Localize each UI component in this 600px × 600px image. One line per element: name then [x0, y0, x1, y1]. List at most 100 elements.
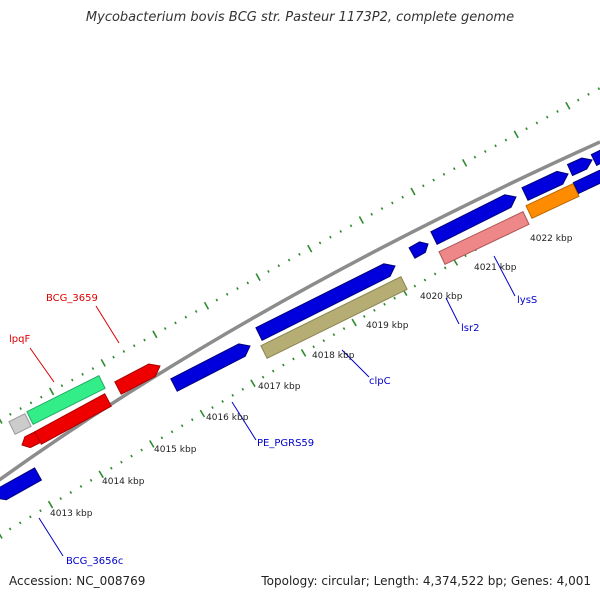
outer-ruler-minor-tick — [40, 395, 43, 399]
outer-ruler-major-tick — [513, 130, 519, 139]
gene-blue-pe-pgrs59 — [170, 343, 251, 392]
outer-ruler-major-tick — [0, 418, 3, 424]
gene-red-bcg3659 — [114, 363, 161, 395]
inner-ruler-minor-tick — [39, 509, 42, 513]
inner-ruler-minor-tick — [362, 315, 366, 318]
outer-ruler-minor-tick — [225, 292, 229, 296]
gene-label-clpc: clpC — [369, 376, 391, 387]
inner-ruler-minor-tick — [79, 484, 83, 488]
inner-ruler-minor-tick — [433, 272, 437, 276]
scale-tick-label: 4019 kbp — [366, 321, 409, 331]
gene-olive-clpC — [260, 276, 408, 359]
gene-label-lyss: lysS — [517, 295, 537, 306]
outer-ruler-minor-tick — [184, 315, 188, 319]
scale-tick-label: 4022 kbp — [530, 234, 573, 244]
inner-ruler-minor-tick — [322, 339, 326, 343]
gene-lpqF-green — [26, 375, 106, 425]
gene-blue-lsr2 — [408, 241, 429, 259]
outer-ruler-minor-tick — [29, 401, 33, 405]
outer-ruler-minor-tick — [194, 310, 198, 313]
outer-ruler-major-tick — [100, 358, 106, 367]
outer-ruler-minor-tick — [401, 195, 404, 199]
outer-ruler-minor-tick — [277, 264, 281, 268]
inner-ruler-major-tick — [351, 318, 357, 327]
outer-ruler-minor-tick — [504, 138, 508, 142]
leader-line — [38, 517, 64, 557]
outer-ruler-major-tick — [152, 330, 158, 339]
gene-blue-b — [566, 157, 593, 177]
inner-ruler-major-tick — [300, 349, 307, 357]
scale-tick-label: 4021 kbp — [474, 263, 517, 273]
inner-ruler-minor-tick — [443, 266, 447, 270]
gene-label-pe-pgrs59: PE_PGRS59 — [257, 438, 314, 449]
outer-tick-ruler — [0, 87, 600, 424]
outer-ruler-minor-tick — [287, 258, 291, 262]
outer-ruler-minor-tick — [236, 287, 239, 291]
outer-ruler-minor-tick — [473, 155, 477, 159]
gene-label-bcg-3656c: BCG_3656c — [66, 556, 123, 567]
inner-ruler-minor-tick — [211, 406, 214, 409]
outer-ruler-minor-tick — [494, 144, 497, 148]
outer-ruler-minor-tick — [112, 355, 115, 359]
scale-tick-label: 4014 kbp — [102, 477, 145, 487]
inner-ruler-minor-tick — [221, 399, 224, 403]
leader-line — [341, 349, 370, 378]
outer-ruler-minor-tick — [535, 121, 539, 125]
inner-ruler-major-tick — [199, 409, 206, 418]
outer-ruler-minor-tick — [442, 172, 446, 176]
inner-ruler-major-tick — [0, 533, 3, 539]
outer-ruler-minor-tick — [339, 230, 342, 233]
leader-line — [231, 401, 257, 441]
outer-ruler-major-tick — [461, 159, 468, 167]
gene-blue-c — [590, 149, 600, 167]
inner-ruler-minor-tick — [231, 393, 235, 397]
genome-title: Mycobacterium bovis BCG str. Pasteur 117… — [85, 10, 515, 25]
outer-ruler-minor-tick — [432, 178, 435, 182]
outer-ruler-major-tick — [358, 216, 365, 224]
accession-text: Accession: NC_008769 — [9, 574, 146, 588]
outer-ruler-minor-tick — [483, 150, 487, 153]
inner-ruler-minor-tick — [69, 491, 73, 494]
inner-ruler-minor-tick — [130, 454, 133, 458]
inner-ruler-minor-tick — [423, 278, 427, 282]
inner-ruler-minor-tick — [393, 296, 396, 300]
inner-ruler-minor-tick — [29, 515, 32, 519]
outer-ruler-minor-tick — [370, 212, 373, 216]
inner-ruler-major-tick — [47, 500, 54, 509]
outer-ruler-minor-tick — [329, 235, 332, 239]
outer-ruler-minor-tick — [453, 167, 456, 171]
inner-ruler-major-tick — [250, 379, 256, 388]
outer-ruler-minor-tick — [597, 87, 600, 91]
outer-ruler-minor-tick — [318, 241, 322, 245]
inner-ruler-minor-tick — [413, 284, 417, 288]
gene-gray — [8, 413, 32, 435]
inner-ruler-minor-tick — [373, 308, 376, 312]
inner-ruler-major-tick — [149, 440, 155, 448]
outer-ruler-minor-tick — [215, 298, 219, 302]
outer-ruler-minor-tick — [349, 224, 353, 228]
outer-ruler-minor-tick — [576, 98, 580, 102]
genome-backbone — [0, 140, 600, 482]
inner-ruler-minor-tick — [8, 527, 12, 531]
leader-line — [445, 297, 460, 325]
outer-ruler-minor-tick — [60, 384, 64, 388]
inner-ruler-minor-tick — [312, 345, 315, 349]
inner-ruler-minor-tick — [160, 436, 164, 440]
inner-ruler-minor-tick — [271, 369, 275, 373]
outer-ruler-minor-tick — [19, 407, 22, 411]
outer-ruler-minor-tick — [391, 201, 394, 205]
outer-ruler-minor-tick — [380, 207, 384, 211]
scale-tick-label: 4016 kbp — [206, 413, 249, 423]
gene-label-lpqf: lpqF — [9, 334, 30, 345]
inner-ruler-minor-tick — [342, 327, 346, 331]
inner-ruler-minor-tick — [109, 466, 113, 470]
inner-ruler-major-tick — [98, 470, 104, 479]
outer-ruler-minor-tick — [122, 350, 126, 353]
outer-ruler-minor-tick — [545, 115, 549, 119]
outer-ruler-minor-tick — [132, 344, 136, 348]
outer-ruler-minor-tick — [587, 92, 590, 96]
outer-ruler-minor-tick — [143, 338, 146, 342]
outer-ruler-minor-tick — [81, 372, 84, 376]
label-leader-lines — [29, 255, 516, 557]
